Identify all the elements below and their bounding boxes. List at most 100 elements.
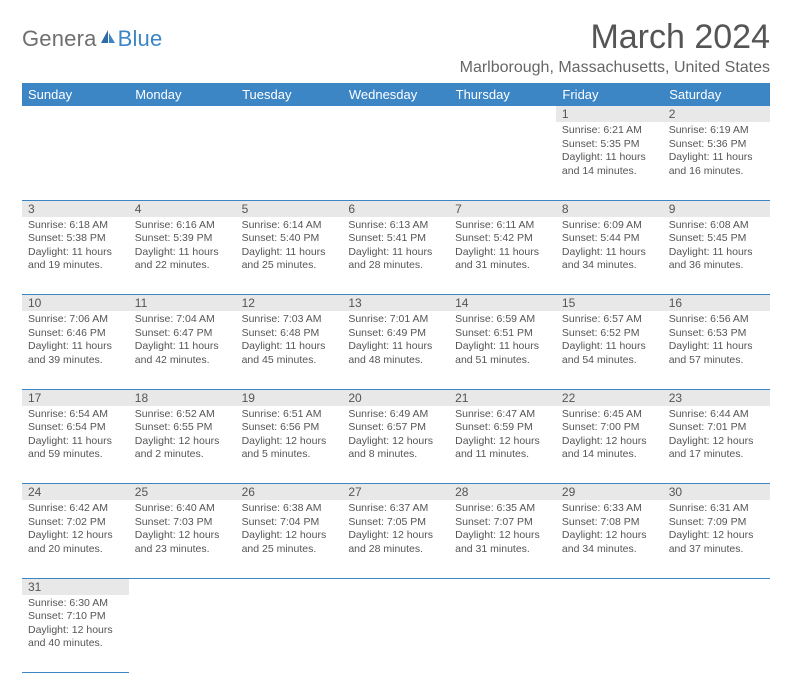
- daylight-text: Daylight: 11 hours and 59 minutes.: [28, 435, 123, 462]
- day-cell: Sunrise: 6:59 AMSunset: 6:51 PMDaylight:…: [449, 311, 556, 389]
- sunset-text: Sunset: 6:49 PM: [348, 327, 443, 341]
- day-number: 8: [562, 202, 569, 216]
- day-details: Sunrise: 6:38 AMSunset: 7:04 PMDaylight:…: [236, 500, 343, 561]
- day-cell: [556, 595, 663, 673]
- day-number-cell: 27: [342, 484, 449, 501]
- day-details: Sunrise: 7:03 AMSunset: 6:48 PMDaylight:…: [236, 311, 343, 372]
- day-details: Sunrise: 6:09 AMSunset: 5:44 PMDaylight:…: [556, 217, 663, 278]
- day-number: 17: [28, 391, 41, 405]
- sunset-text: Sunset: 7:05 PM: [348, 516, 443, 530]
- sunrise-text: Sunrise: 7:01 AM: [348, 313, 443, 327]
- day-details: Sunrise: 6:54 AMSunset: 6:54 PMDaylight:…: [22, 406, 129, 467]
- daylight-text: Daylight: 12 hours and 17 minutes.: [669, 435, 764, 462]
- day-cell: Sunrise: 6:33 AMSunset: 7:08 PMDaylight:…: [556, 500, 663, 578]
- day-cell: Sunrise: 7:03 AMSunset: 6:48 PMDaylight:…: [236, 311, 343, 389]
- daylight-text: Daylight: 12 hours and 5 minutes.: [242, 435, 337, 462]
- day-cell: Sunrise: 6:47 AMSunset: 6:59 PMDaylight:…: [449, 406, 556, 484]
- day-details: Sunrise: 6:52 AMSunset: 6:55 PMDaylight:…: [129, 406, 236, 467]
- day-details: Sunrise: 6:42 AMSunset: 7:02 PMDaylight:…: [22, 500, 129, 561]
- daylight-text: Daylight: 12 hours and 23 minutes.: [135, 529, 230, 556]
- day-number: 14: [455, 296, 468, 310]
- day-number-cell: 12: [236, 295, 343, 312]
- day-cell: Sunrise: 6:09 AMSunset: 5:44 PMDaylight:…: [556, 217, 663, 295]
- day-number-cell: 19: [236, 389, 343, 406]
- daylight-text: Daylight: 11 hours and 39 minutes.: [28, 340, 123, 367]
- day-details: Sunrise: 6:08 AMSunset: 5:45 PMDaylight:…: [663, 217, 770, 278]
- day-number: 31: [28, 580, 41, 594]
- day-number-row: 12: [22, 106, 770, 122]
- sunrise-text: Sunrise: 6:33 AM: [562, 502, 657, 516]
- day-cell: Sunrise: 6:37 AMSunset: 7:05 PMDaylight:…: [342, 500, 449, 578]
- sunset-text: Sunset: 6:59 PM: [455, 421, 550, 435]
- day-number: 6: [348, 202, 355, 216]
- day-number: 15: [562, 296, 575, 310]
- weekday-header: Tuesday: [236, 83, 343, 106]
- day-details: Sunrise: 6:44 AMSunset: 7:01 PMDaylight:…: [663, 406, 770, 467]
- sunrise-text: Sunrise: 6:45 AM: [562, 408, 657, 422]
- weekday-header: Saturday: [663, 83, 770, 106]
- sunset-text: Sunset: 7:02 PM: [28, 516, 123, 530]
- sunset-text: Sunset: 6:46 PM: [28, 327, 123, 341]
- day-number-cell: 30: [663, 484, 770, 501]
- sunrise-text: Sunrise: 7:06 AM: [28, 313, 123, 327]
- day-cell: Sunrise: 6:11 AMSunset: 5:42 PMDaylight:…: [449, 217, 556, 295]
- day-cell: [342, 122, 449, 200]
- day-cell: Sunrise: 6:35 AMSunset: 7:07 PMDaylight:…: [449, 500, 556, 578]
- day-cell: [129, 122, 236, 200]
- day-number: 4: [135, 202, 142, 216]
- day-number-row: 17181920212223: [22, 389, 770, 406]
- day-details: Sunrise: 6:16 AMSunset: 5:39 PMDaylight:…: [129, 217, 236, 278]
- day-number-cell: 6: [342, 200, 449, 217]
- day-number-cell: 9: [663, 200, 770, 217]
- day-number: 3: [28, 202, 35, 216]
- sunset-text: Sunset: 7:01 PM: [669, 421, 764, 435]
- day-number-cell: [342, 578, 449, 595]
- week-row: Sunrise: 6:42 AMSunset: 7:02 PMDaylight:…: [22, 500, 770, 578]
- daylight-text: Daylight: 11 hours and 19 minutes.: [28, 246, 123, 273]
- day-number: 25: [135, 485, 148, 499]
- day-cell: Sunrise: 6:42 AMSunset: 7:02 PMDaylight:…: [22, 500, 129, 578]
- day-cell: Sunrise: 6:14 AMSunset: 5:40 PMDaylight:…: [236, 217, 343, 295]
- day-details: Sunrise: 6:11 AMSunset: 5:42 PMDaylight:…: [449, 217, 556, 278]
- day-details: Sunrise: 7:04 AMSunset: 6:47 PMDaylight:…: [129, 311, 236, 372]
- day-details: Sunrise: 6:57 AMSunset: 6:52 PMDaylight:…: [556, 311, 663, 372]
- day-cell: [449, 595, 556, 673]
- daylight-text: Daylight: 11 hours and 34 minutes.: [562, 246, 657, 273]
- day-cell: Sunrise: 6:30 AMSunset: 7:10 PMDaylight:…: [22, 595, 129, 673]
- day-number-cell: 21: [449, 389, 556, 406]
- sunset-text: Sunset: 7:10 PM: [28, 610, 123, 624]
- sunset-text: Sunset: 7:00 PM: [562, 421, 657, 435]
- day-number-cell: 29: [556, 484, 663, 501]
- sunrise-text: Sunrise: 6:37 AM: [348, 502, 443, 516]
- day-details: Sunrise: 6:19 AMSunset: 5:36 PMDaylight:…: [663, 122, 770, 183]
- day-cell: Sunrise: 6:54 AMSunset: 6:54 PMDaylight:…: [22, 406, 129, 484]
- header: Genera Blue March 2024 Marlborough, Mass…: [22, 18, 770, 77]
- weekday-header: Monday: [129, 83, 236, 106]
- sunset-text: Sunset: 6:57 PM: [348, 421, 443, 435]
- day-details: Sunrise: 6:45 AMSunset: 7:00 PMDaylight:…: [556, 406, 663, 467]
- sunset-text: Sunset: 5:36 PM: [669, 138, 764, 152]
- day-details: Sunrise: 6:13 AMSunset: 5:41 PMDaylight:…: [342, 217, 449, 278]
- day-number-row: 31: [22, 578, 770, 595]
- logo: Genera Blue: [22, 26, 162, 52]
- day-number: 23: [669, 391, 682, 405]
- sunset-text: Sunset: 5:40 PM: [242, 232, 337, 246]
- daylight-text: Daylight: 12 hours and 2 minutes.: [135, 435, 230, 462]
- day-details: Sunrise: 6:47 AMSunset: 6:59 PMDaylight:…: [449, 406, 556, 467]
- sunrise-text: Sunrise: 6:47 AM: [455, 408, 550, 422]
- day-number: 1: [562, 107, 569, 121]
- day-number-row: 24252627282930: [22, 484, 770, 501]
- sunset-text: Sunset: 5:38 PM: [28, 232, 123, 246]
- day-cell: [449, 122, 556, 200]
- sunrise-text: Sunrise: 6:30 AM: [28, 597, 123, 611]
- sunset-text: Sunset: 6:53 PM: [669, 327, 764, 341]
- daylight-text: Daylight: 12 hours and 34 minutes.: [562, 529, 657, 556]
- sunset-text: Sunset: 6:51 PM: [455, 327, 550, 341]
- sunset-text: Sunset: 6:47 PM: [135, 327, 230, 341]
- sunrise-text: Sunrise: 6:52 AM: [135, 408, 230, 422]
- day-number: 12: [242, 296, 255, 310]
- weekday-header-row: Sunday Monday Tuesday Wednesday Thursday…: [22, 83, 770, 106]
- sunset-text: Sunset: 7:09 PM: [669, 516, 764, 530]
- day-details: Sunrise: 6:59 AMSunset: 6:51 PMDaylight:…: [449, 311, 556, 372]
- day-cell: Sunrise: 6:19 AMSunset: 5:36 PMDaylight:…: [663, 122, 770, 200]
